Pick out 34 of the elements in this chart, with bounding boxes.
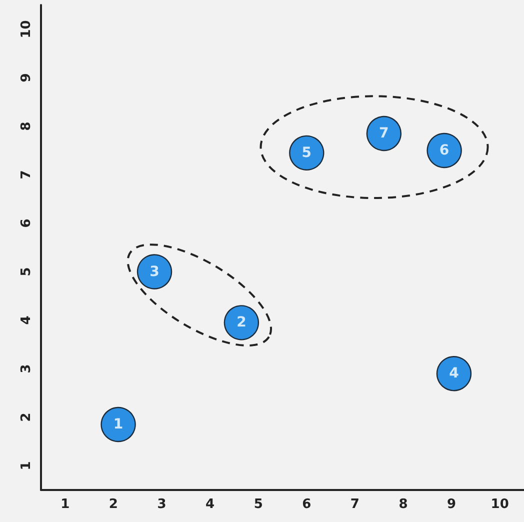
point <box>426 132 462 168</box>
y-tick-label: 6 <box>19 218 34 228</box>
x-tick-label: 9 <box>447 497 456 512</box>
point <box>436 356 472 392</box>
annotation: 6 <box>439 142 450 158</box>
x-tick-label: 7 <box>350 497 360 512</box>
point <box>136 254 172 290</box>
y-tick-label: 10 <box>19 20 34 38</box>
annotation: 5 <box>302 144 312 161</box>
y-tick-label: 8 <box>19 122 34 131</box>
x-tick-label: 2 <box>108 497 118 512</box>
x-tick-label: 3 <box>157 497 166 512</box>
annotation: 1 <box>113 416 124 433</box>
y-tick-label: 3 <box>19 364 34 374</box>
x-tick-label: 6 <box>302 497 312 512</box>
point <box>100 406 136 442</box>
annotation: 2 <box>236 314 246 331</box>
x-tick-label: 4 <box>206 497 215 512</box>
annotation: 3 <box>150 264 160 280</box>
y-tick-label: 5 <box>19 267 34 276</box>
x-tick-label: 1 <box>60 497 70 512</box>
x-tick-label: 10 <box>490 497 509 512</box>
annotation: 4 <box>449 366 460 382</box>
point <box>224 305 260 340</box>
y-tick-label: 2 <box>19 412 34 422</box>
y-tick-label: 7 <box>19 170 34 180</box>
point <box>289 135 324 171</box>
x-tick-label: 5 <box>254 497 263 512</box>
annotation: 7 <box>379 126 389 142</box>
y-tick-label: 9 <box>19 73 34 82</box>
y-tick-label: 1 <box>19 461 34 470</box>
y-tick-label: 4 <box>19 316 34 325</box>
x-tick-label: 8 <box>398 497 408 512</box>
point <box>366 116 402 152</box>
